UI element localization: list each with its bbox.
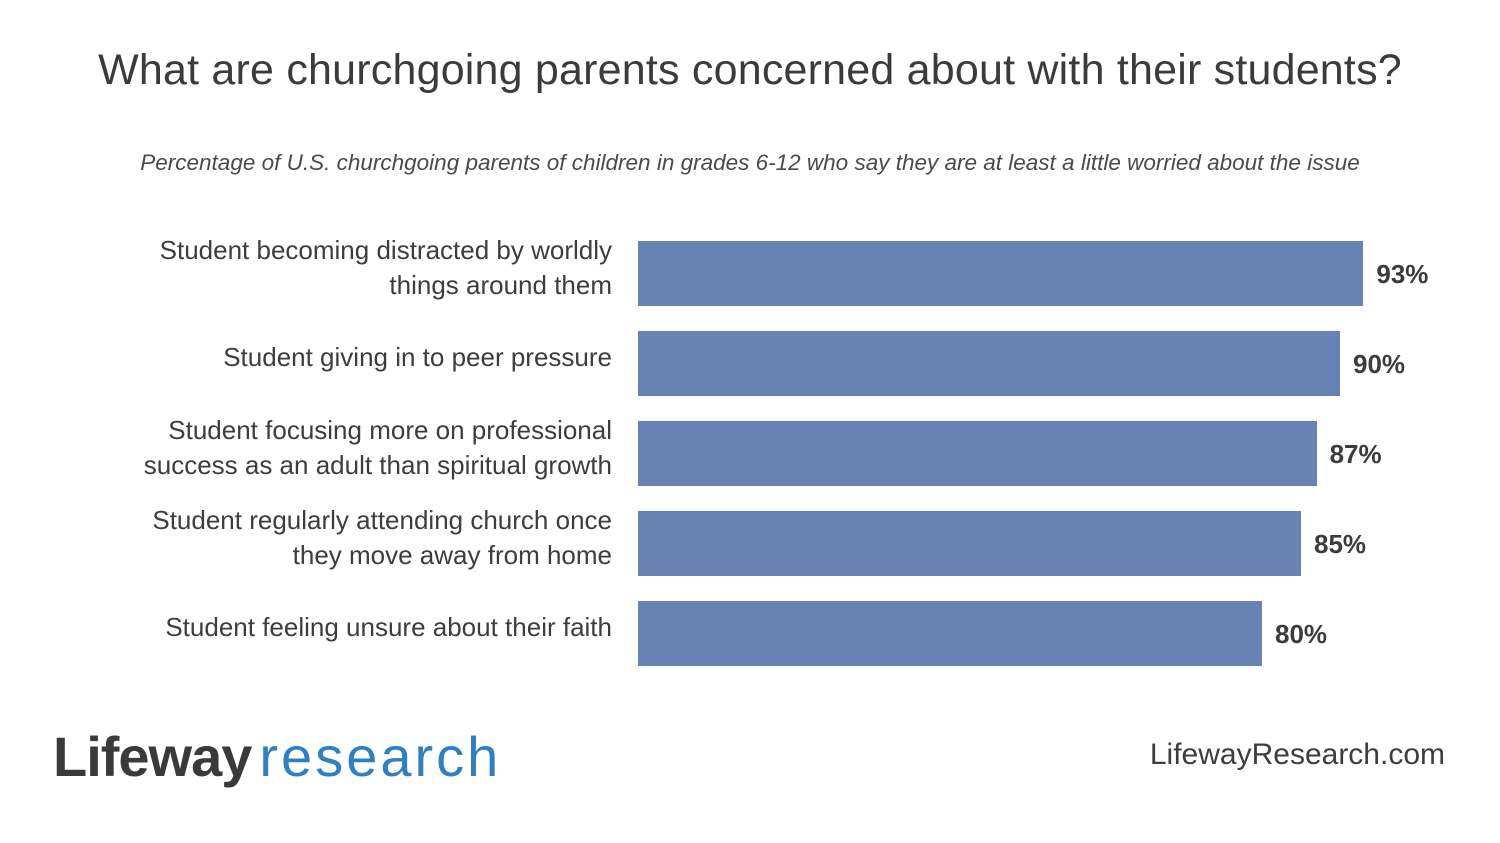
- bar: [638, 241, 1364, 306]
- value-label: 93%: [1376, 258, 1429, 289]
- bar: [638, 421, 1317, 486]
- value-label: 90%: [1353, 348, 1406, 379]
- category-label: Student becoming distracted by worldly t…: [159, 234, 612, 300]
- value-label: 87%: [1329, 438, 1382, 469]
- bar: [638, 511, 1301, 576]
- chart-title: What are churchgoing parents concerned a…: [98, 46, 1402, 94]
- category-label: Student focusing more on professional su…: [143, 414, 612, 480]
- category-label: Student giving in to peer pressure: [223, 342, 612, 372]
- logo-word-lifeway: Lifeway: [53, 725, 252, 788]
- logo-word-research: research: [259, 725, 502, 788]
- bar: [638, 601, 1262, 666]
- value-label: 80%: [1275, 618, 1328, 649]
- bar: [638, 331, 1340, 396]
- value-label: 85%: [1314, 528, 1367, 559]
- category-label: Student feeling unsure about their faith: [165, 612, 612, 642]
- website-link[interactable]: LifewayResearch.com: [1149, 738, 1445, 771]
- category-label: Student regularly attending church once …: [152, 504, 612, 570]
- lifeway-research-logo: Lifeway research: [53, 722, 501, 792]
- chart-subtitle: Percentage of U.S. churchgoing parents o…: [140, 150, 1360, 175]
